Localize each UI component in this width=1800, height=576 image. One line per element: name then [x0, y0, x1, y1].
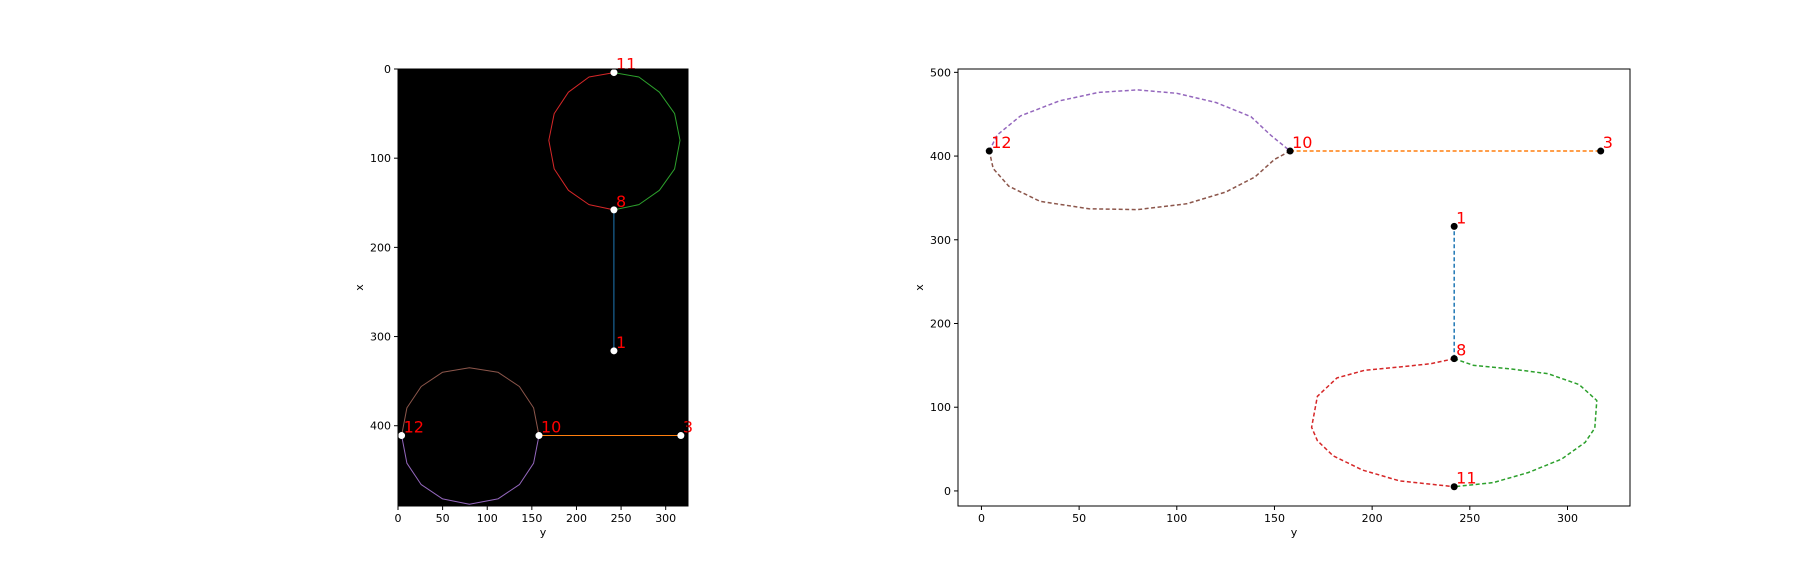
y-tick-label: 300: [930, 234, 951, 247]
edge-path-5: [401, 435, 540, 505]
y-tick-label: 400: [370, 420, 391, 433]
x-tick-label: 200: [566, 512, 587, 525]
node-marker-1: [1450, 222, 1458, 230]
plot-area: [958, 69, 1630, 506]
edge-path-6: [988, 150, 1291, 211]
x-tick-label: 0: [395, 512, 402, 525]
y-axis-label: x: [913, 284, 926, 291]
node-label: 11: [1456, 469, 1476, 488]
node-marker-8: [610, 206, 618, 214]
edge-path-3: [613, 72, 681, 211]
x-tick-label: 150: [521, 512, 542, 525]
edge-path-6: [401, 367, 540, 436]
y-tick-label: 0: [944, 485, 951, 498]
node-marker-12: [985, 147, 993, 155]
node-label: 3: [1603, 133, 1613, 152]
node-label: 12: [404, 418, 424, 437]
y-tick-label: 500: [930, 66, 951, 79]
node-label: 8: [1456, 341, 1466, 360]
edge-path-3: [1453, 357, 1598, 488]
node-marker-3: [1597, 147, 1605, 155]
node-label: 1: [616, 333, 626, 352]
y-tick-label: 200: [370, 241, 391, 254]
x-tick-label: 100: [477, 512, 498, 525]
x-tick-label: 250: [1459, 512, 1480, 525]
y-tick-label: 200: [930, 317, 951, 330]
y-tick-label: 0: [384, 63, 391, 76]
node-marker-12: [398, 432, 406, 440]
x-tick-label: 250: [611, 512, 632, 525]
x-tick-label: 300: [1557, 512, 1578, 525]
node-label: 12: [991, 133, 1011, 152]
edge-path-5: [988, 89, 1291, 152]
x-tick-label: 0: [978, 512, 985, 525]
x-tick-label: 150: [1264, 512, 1285, 525]
right-chart: 1 3 8 10 11 12 0 50 100 150 200 250 300 0 100 200 300 400…: [913, 66, 1631, 539]
x-tick-label: 50: [1072, 512, 1086, 525]
y-tick-label: 100: [930, 401, 951, 414]
y-tick-label: 300: [370, 331, 391, 344]
node-marker-8: [1450, 355, 1458, 363]
node-marker-11: [1450, 483, 1458, 491]
y-tick-label: 400: [930, 150, 951, 163]
node-marker-3: [677, 432, 685, 440]
node-marker-1: [610, 347, 618, 355]
node-marker-11: [610, 69, 618, 77]
node-label: 8: [616, 192, 626, 211]
node-label: 1: [1456, 208, 1466, 227]
x-tick-label: 200: [1362, 512, 1383, 525]
y-axis-label: x: [353, 284, 366, 291]
x-axis-label: y: [1291, 526, 1298, 539]
node-label: 10: [541, 418, 561, 437]
axes-frame: [397, 68, 689, 507]
plot-area: [398, 69, 688, 506]
x-tick-label: 100: [1166, 512, 1187, 525]
node-label: 10: [1292, 133, 1312, 152]
axes-frame: [957, 68, 1631, 507]
node-marker-10: [1286, 147, 1294, 155]
x-axis-label: y: [540, 526, 547, 539]
x-tick-label: 50: [436, 512, 450, 525]
node-marker-10: [535, 432, 543, 440]
x-tick-label: 300: [655, 512, 676, 525]
node-label: 11: [616, 55, 636, 74]
edge-path-4: [548, 72, 615, 211]
y-tick-label: 100: [370, 152, 391, 165]
